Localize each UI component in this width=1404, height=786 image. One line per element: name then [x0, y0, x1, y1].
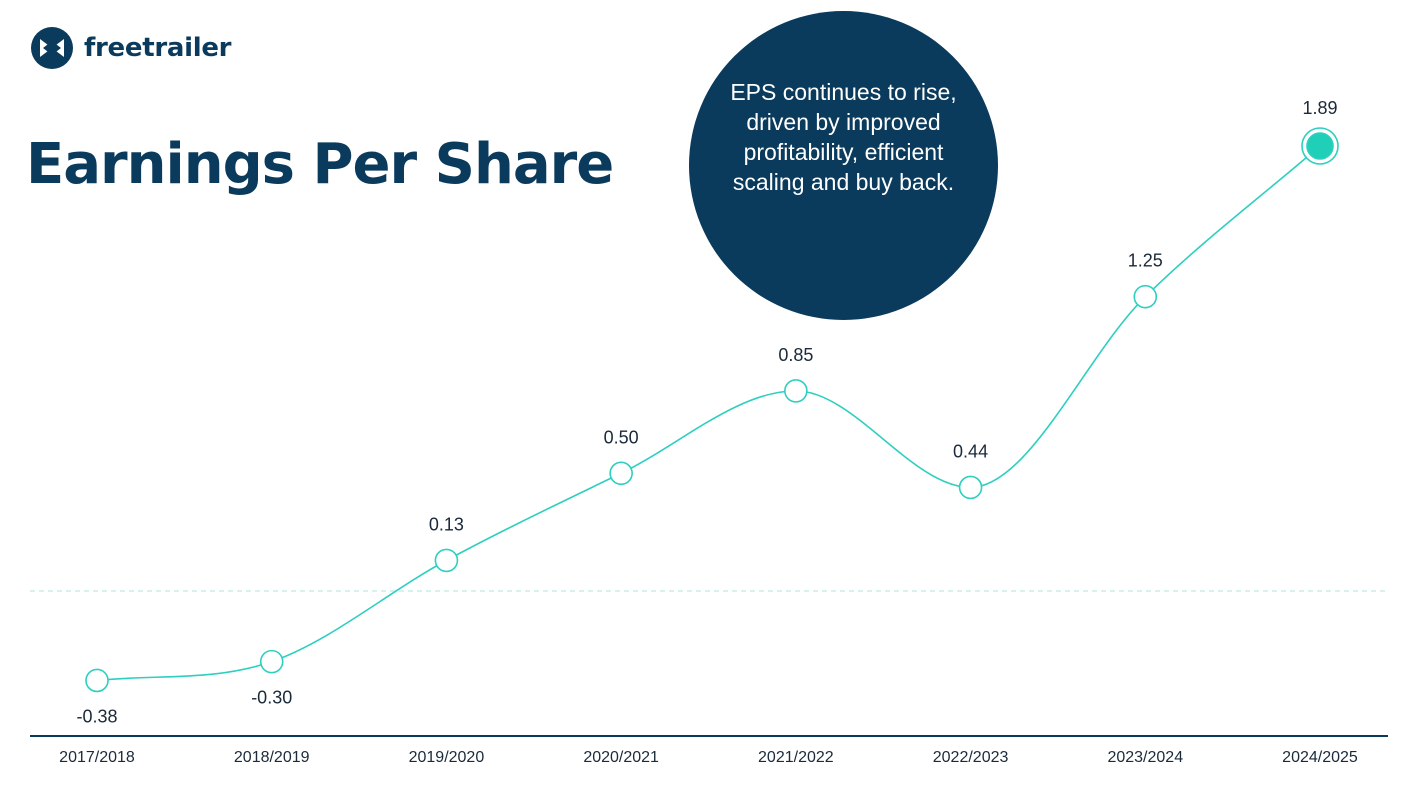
data-label: 0.85 — [778, 345, 813, 365]
data-point — [434, 548, 459, 573]
data-point — [1306, 132, 1334, 160]
x-tick-label: 2022/2023 — [933, 749, 1009, 766]
brand-logo: freetrailer — [30, 26, 231, 70]
data-point — [1133, 284, 1158, 309]
x-tick-label: 2017/2018 — [59, 749, 135, 766]
data-label: 0.44 — [953, 441, 988, 461]
callout-bubble: EPS continues to rise, driven by improve… — [689, 11, 998, 320]
data-point — [85, 668, 109, 693]
x-tick-label: 2024/2025 — [1282, 749, 1358, 766]
data-points — [85, 127, 1339, 693]
data-labels: -0.38 -0.30 0.13 0.50 0.85 0.44 1.25 1.89 — [76, 98, 1337, 726]
x-tick-label: 2021/2022 — [758, 749, 834, 766]
callout-text: EPS continues to rise, driven by improve… — [730, 79, 957, 195]
data-label: 0.50 — [604, 427, 639, 447]
x-tick-label: 2018/2019 — [234, 749, 310, 766]
brand-name: freetrailer — [84, 33, 232, 63]
data-label: 1.25 — [1128, 251, 1163, 271]
data-point — [259, 649, 284, 674]
x-tick-label: 2023/2024 — [1107, 749, 1183, 766]
data-point — [958, 475, 983, 500]
data-label: -0.30 — [251, 688, 292, 708]
x-tick-label: 2019/2020 — [409, 749, 485, 766]
freetrailer-logo-icon — [31, 27, 73, 69]
x-tick-labels: 2017/2018 2018/2019 2019/2020 2020/2021 2021… — [59, 749, 1358, 766]
chart-title: Earnings Per Share — [26, 132, 614, 197]
series-line — [96, 145, 1321, 682]
data-point — [784, 379, 808, 403]
x-tick-label: 2020/2021 — [583, 749, 659, 766]
data-label: 1.89 — [1302, 98, 1337, 118]
data-label: 0.13 — [429, 514, 464, 534]
data-point — [609, 461, 633, 486]
data-label: -0.38 — [76, 706, 117, 726]
